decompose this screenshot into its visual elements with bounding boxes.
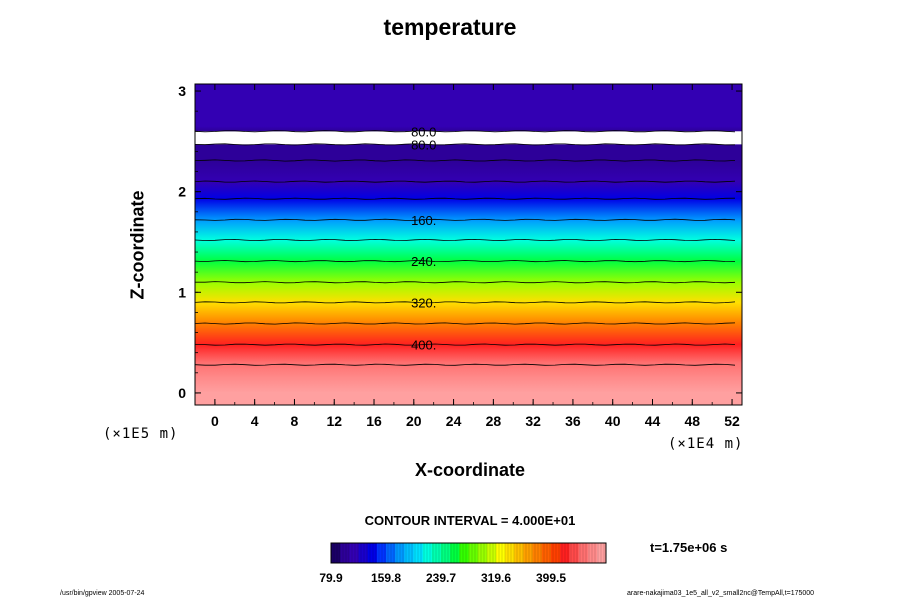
colorbar-swatch [496, 543, 506, 563]
chart-title: temperature [383, 14, 517, 40]
contour-line [194, 197, 736, 200]
colorbar-swatch [431, 543, 442, 563]
colorbar-tick-label: 399.5 [536, 571, 566, 585]
contour-line [195, 281, 736, 284]
colorbar-swatch [578, 543, 589, 563]
colorbar-swatch [560, 543, 570, 563]
colorbar-tick-label: 239.7 [426, 571, 456, 585]
colorbar-swatch [413, 543, 424, 563]
colorbar-tick-label: 319.6 [481, 571, 511, 585]
contour-line [194, 218, 736, 221]
z-tick-label: 2 [178, 184, 186, 200]
x-tick-label: 12 [326, 413, 342, 429]
z-axis-ticks: 0 1 2 3 [178, 83, 742, 401]
colorbar-swatch [523, 543, 534, 563]
plot-frame [194, 83, 743, 406]
colorbar-swatch [331, 543, 341, 563]
footer-left: /usr/bin/gpview 2005-07-24 [60, 590, 145, 597]
colorbar-swatch [587, 543, 598, 563]
colorbar-swatch [551, 543, 561, 563]
colorbar-swatch [569, 543, 579, 563]
contour-line [194, 322, 736, 325]
x-axis-label: X-coordinate [414, 460, 525, 480]
x-tick-label: 44 [645, 413, 661, 429]
contour-label: 80.0 [411, 137, 436, 152]
x-tick-label: 40 [605, 413, 621, 429]
contour-label: 320. [411, 295, 436, 310]
time-label: t=1.75e+06 s [650, 540, 728, 555]
colorbar-swatch [386, 543, 396, 563]
contour-line [194, 363, 736, 366]
x-axis-scale-label: (×1E4 m) [668, 436, 744, 452]
colorbar-swatch [404, 543, 414, 563]
colorbar-tick-label: 159.8 [371, 571, 401, 585]
contour-label: 80.0 [411, 124, 436, 139]
x-tick-label: 8 [291, 413, 299, 429]
contour-line [194, 301, 736, 304]
colorbar-swatch [349, 543, 359, 563]
contour-line [194, 130, 736, 133]
colorbar-swatch [596, 543, 607, 563]
x-tick-label: 24 [446, 413, 462, 429]
colorbar-swatch [367, 543, 378, 563]
colorbar-swatch [541, 543, 552, 563]
colorbar-swatch [514, 543, 524, 563]
colorbar: 79.9 159.8 239.7 319.6 399.5 [319, 542, 607, 585]
colorbar-swatch [459, 543, 469, 563]
x-tick-label: 52 [724, 413, 740, 429]
colorbar-swatch [358, 543, 369, 563]
contour-line [194, 180, 736, 183]
colorbar-swatch [477, 543, 488, 563]
colorbar-swatch [532, 543, 543, 563]
y-axis-label: Z-coordinate [127, 190, 148, 300]
x-axis-ticks: 0 4 8 12 16 20 24 28 32 36 40 44 48 52 [211, 84, 740, 429]
colorbar-swatch [395, 543, 405, 563]
colorbar-swatch [376, 543, 387, 563]
x-tick-label: 4 [251, 413, 259, 429]
x-tick-label: 20 [406, 413, 422, 429]
x-tick-label: 32 [525, 413, 541, 429]
z-axis-scale-label: (×1E5 m) [103, 426, 179, 442]
colorbar-swatch [486, 543, 497, 563]
colorbar-tick-label: 79.9 [319, 571, 343, 585]
colorbar-swatch [468, 543, 479, 563]
contour-line [194, 159, 736, 162]
x-tick-label: 0 [211, 413, 219, 429]
z-tick-label: 3 [178, 83, 186, 99]
plot-frame-rect [194, 83, 743, 406]
contour-line [194, 238, 736, 242]
footer-right: arare-nakajima03_1e5_all_v2_small2nc@Tem… [627, 590, 815, 597]
x-tick-label: 36 [565, 413, 581, 429]
colorbar-swatch [422, 543, 433, 563]
colorbar-swatch [505, 543, 515, 563]
white-band [195, 131, 742, 145]
x-tick-label: 28 [486, 413, 502, 429]
colorbar-frame [330, 542, 607, 564]
x-tick-label: 48 [684, 413, 700, 429]
contour-label: 400. [411, 338, 436, 353]
contour-line [195, 343, 736, 346]
contour-label: 160. [411, 213, 436, 228]
contour-label: 240. [411, 254, 436, 269]
temperature-field [195, 84, 742, 405]
contour-line [194, 260, 736, 263]
colorbar-swatch [340, 543, 350, 563]
contour-interval-text: CONTOUR INTERVAL = 4.000E+01 [364, 513, 576, 528]
contour-lines: 80.080.0 160. 240. 320. 400. [194, 124, 736, 366]
colorbar-swatch [450, 543, 460, 563]
contour-line [194, 143, 736, 146]
x-tick-label: 16 [366, 413, 382, 429]
colorbar-swatch [441, 543, 451, 563]
z-tick-label: 0 [178, 385, 186, 401]
z-tick-label: 1 [178, 284, 186, 300]
